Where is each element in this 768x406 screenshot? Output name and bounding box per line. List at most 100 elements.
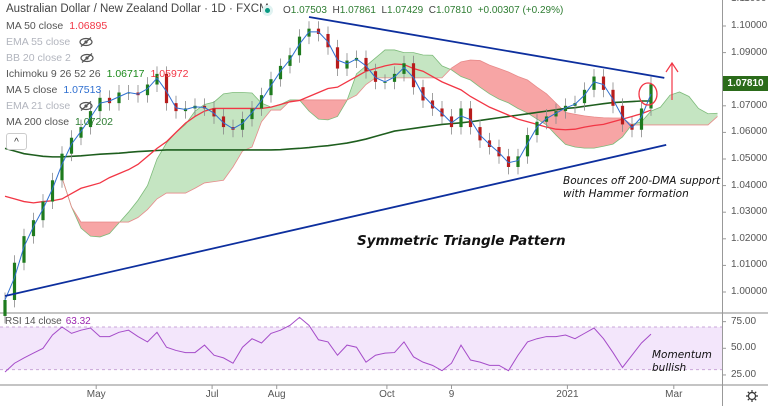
price-axis-tick: 1.09000 <box>731 46 768 58</box>
ema21-label: EMA 21 close <box>6 100 71 112</box>
ichimoku-cloud-segment <box>641 111 651 125</box>
ichimoku-cloud-segment <box>537 87 547 125</box>
rsi-legend[interactable]: RSI 14 close 63.32 <box>5 316 91 327</box>
ichimoku-cloud-segment <box>166 132 176 194</box>
ichimoku-cloud-segment <box>128 200 138 223</box>
legend-bb20[interactable]: BB 20 close 2 <box>6 52 94 64</box>
ma50-line <box>4 63 652 204</box>
rsi-value: 63.32 <box>65 316 91 327</box>
eye-off-icon[interactable] <box>79 37 93 48</box>
candle-body <box>79 127 83 138</box>
candle-body <box>12 262 17 300</box>
market-status-icon <box>262 5 273 16</box>
price-axis-tick: 1.06000 <box>731 126 768 138</box>
ichimoku-cloud-segment <box>489 65 499 100</box>
ichimoku-cloud-segment <box>470 60 480 88</box>
candle-body <box>22 236 26 263</box>
bounce-annotation-line-1: Bounces off 200-DMA support <box>563 175 721 187</box>
candle-body <box>31 220 36 237</box>
candle-body <box>221 116 226 128</box>
candle-body <box>459 108 463 128</box>
high-value: 1.07861 <box>339 5 376 16</box>
low-value: 1.07429 <box>387 5 424 16</box>
ichimoku-cloud-segment <box>404 52 414 78</box>
candle-body <box>535 121 539 136</box>
ichimoku-cloud-segment <box>81 222 91 237</box>
ichimoku-cloud-segment <box>432 55 442 78</box>
ichimoku-cloud-segment <box>214 93 224 182</box>
ichimoku-cloud-segment <box>660 95 670 125</box>
eye-off-icon[interactable] <box>79 101 93 112</box>
breakout-arrow-head-icon <box>665 61 679 73</box>
ichimoku-cloud-segment <box>223 92 233 181</box>
collapse-legend-button[interactable]: ^ <box>6 133 27 150</box>
momentum-annotation-line-1: Momentum <box>652 349 712 361</box>
close-label: C <box>428 5 436 16</box>
legend-ma5[interactable]: MA 5 close 1.07513 <box>6 84 101 96</box>
candle-body <box>601 76 606 90</box>
ma200-label: MA 200 close <box>6 116 70 128</box>
price-axis-tick: 1.10000 <box>731 20 768 31</box>
candle-body <box>259 95 264 109</box>
candle-body <box>88 111 93 128</box>
legend-ema21[interactable]: EMA 21 close <box>6 100 93 112</box>
bb20-label: BB 20 close 2 <box>6 52 71 64</box>
ichimoku-cloud-segment <box>195 104 205 189</box>
price-axis-tick: 1.01000 <box>731 259 768 271</box>
ema55-label: EMA 55 close <box>6 36 71 48</box>
candle-body <box>611 89 615 106</box>
candle-body <box>620 105 625 125</box>
open-label: O <box>283 5 291 16</box>
symbol-title[interactable]: Australian Dollar / New Zealand Dollar ·… <box>6 3 269 15</box>
rsi-band <box>0 326 722 370</box>
price-axis-tick: 1.00000 <box>731 286 768 297</box>
ichimoku-cloud-segment <box>157 143 167 199</box>
change-value: +0.00307 (+0.29%) <box>477 5 564 16</box>
time-axis-tick: Mar <box>665 389 683 400</box>
candle-body <box>326 33 330 48</box>
legend-ichimoku[interactable]: Ichimoku 9 26 52 26 1.06717 1.05972 <box>6 68 189 80</box>
ichimoku-cloud-segment <box>138 185 148 218</box>
candle-body <box>506 156 511 167</box>
candle-body <box>478 127 482 141</box>
candle-body <box>250 108 254 120</box>
ichimoku-cloud-segment <box>204 102 214 183</box>
ichimoku-cloud-segment <box>670 91 680 125</box>
ichimoku-cloud-segment <box>176 124 186 194</box>
candle-body <box>240 119 245 130</box>
legend-ma50[interactable]: MA 50 close 1.06895 <box>6 20 107 32</box>
ichimoku-cloud-segment <box>508 72 518 109</box>
hammer-highlight-circle <box>638 82 658 106</box>
ichimoku-cloud-segment <box>309 99 319 120</box>
time-axis-tick: May <box>86 389 106 400</box>
candle-body <box>449 116 454 128</box>
candle-body <box>60 153 64 181</box>
price-axis-tick: 1.07000 <box>731 99 768 111</box>
eye-off-icon[interactable] <box>80 53 94 64</box>
candle-body <box>639 108 644 130</box>
candle-body <box>468 108 473 128</box>
ma5-label: MA 5 close <box>6 84 58 96</box>
ichimoku-cloud-segment <box>603 117 613 147</box>
rsi-axis-tick: 75.00 <box>731 315 757 327</box>
rsi-label: RSI 14 close <box>5 316 62 327</box>
settings-gear-icon[interactable] <box>745 389 759 403</box>
ichimoku-cloud-segment <box>413 52 423 78</box>
momentum-annotation-line-2: bullish <box>652 362 687 374</box>
ohlc-readout: O1.07503 H1.07861 L1.07429 C1.07810 +0.0… <box>283 5 563 16</box>
candle-body <box>592 76 596 90</box>
ma50-label: MA 50 close <box>6 20 64 32</box>
ichimoku-cloud-segment <box>480 60 490 94</box>
ma5-line <box>4 31 652 301</box>
legend-ma200[interactable]: MA 200 close 1.07202 <box>6 116 113 128</box>
ichimoku-cloud-segment <box>461 60 471 80</box>
ichimoku-cloud-segment <box>575 114 585 149</box>
legend-ema55[interactable]: EMA 55 close <box>6 36 93 48</box>
candle-body <box>582 89 587 104</box>
price-axis-tick: 1.02000 <box>731 232 768 244</box>
pattern-annotation: Symmetric Triangle Pattern <box>357 233 566 249</box>
ichimoku-cloud-segment <box>318 99 328 120</box>
candle-body <box>212 108 216 117</box>
